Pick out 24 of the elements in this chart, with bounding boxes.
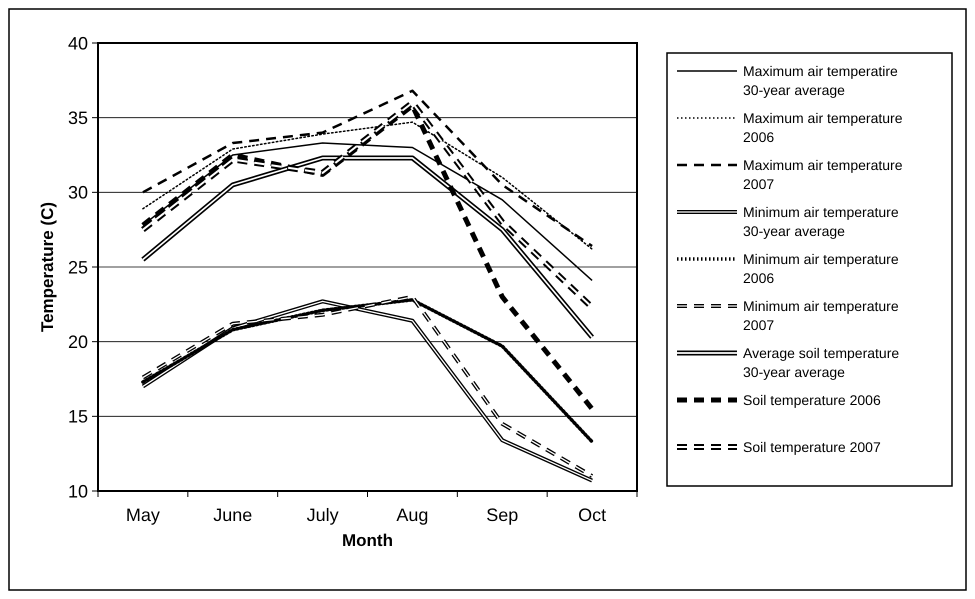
y-tick-label: 35 xyxy=(68,108,88,128)
y-tick-label: 10 xyxy=(68,481,88,502)
y-tick-label: 40 xyxy=(68,33,88,54)
legend-label: Maximum air temperature 2006 xyxy=(743,110,903,145)
legend-label: Maximum air temperatire 30-year average xyxy=(743,62,898,98)
x-tick-label: July xyxy=(306,505,339,525)
x-tick-label: Sep xyxy=(486,505,518,525)
legend-label: Minimum air temperature 2007 xyxy=(743,298,899,333)
x-tick-label: May xyxy=(126,505,160,525)
y-tick-label: 20 xyxy=(68,332,88,352)
legend-label: Minimum air temperature 30-year average xyxy=(743,204,899,239)
x-tick-label: Oct xyxy=(578,505,606,525)
legend-label: Soil temperature 2006 xyxy=(743,392,881,408)
x-axis-title: Month xyxy=(342,531,393,550)
y-tick-label: 15 xyxy=(68,406,88,427)
y-tick-label: 30 xyxy=(68,182,88,203)
legend-label: Minimum air temperature 2006 xyxy=(743,250,899,286)
y-tick-label: 25 xyxy=(68,257,88,278)
legend-label: Soil temperature 2007 xyxy=(743,438,881,455)
y-axis-title: Temperature (C) xyxy=(38,202,57,332)
x-tick-label: June xyxy=(213,505,252,525)
legend-label: Average soil temperature 30-year average xyxy=(743,344,900,380)
legend-label: Maximum air temperature 2007 xyxy=(743,156,903,192)
x-tick-label: Aug xyxy=(396,505,428,525)
